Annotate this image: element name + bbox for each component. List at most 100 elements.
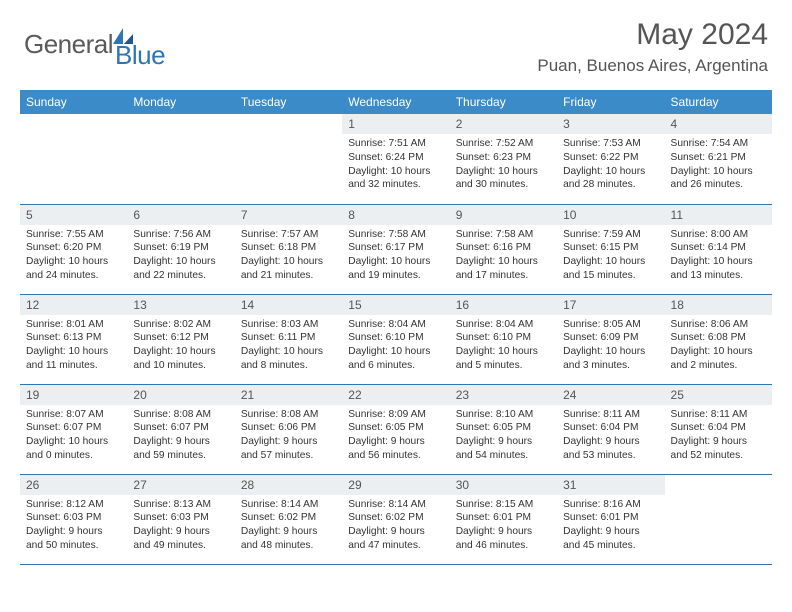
sunrise-text: Sunrise: 8:12 AM bbox=[26, 498, 121, 512]
sunrise-text: Sunrise: 7:57 AM bbox=[241, 228, 336, 242]
day-content: Sunrise: 7:54 AMSunset: 6:21 PMDaylight:… bbox=[665, 134, 772, 196]
calendar-day-cell: 20Sunrise: 8:08 AMSunset: 6:07 PMDayligh… bbox=[127, 384, 234, 474]
daylight-text: Daylight: 10 hours and 13 minutes. bbox=[671, 255, 766, 283]
day-number: 22 bbox=[342, 385, 449, 405]
calendar-day-cell: 12Sunrise: 8:01 AMSunset: 6:13 PMDayligh… bbox=[20, 294, 127, 384]
sunset-text: Sunset: 6:13 PM bbox=[26, 331, 121, 345]
location: Puan, Buenos Aires, Argentina bbox=[537, 56, 768, 76]
day-number: 8 bbox=[342, 205, 449, 225]
daylight-text: Daylight: 9 hours and 52 minutes. bbox=[671, 435, 766, 463]
calendar-day-cell: 5Sunrise: 7:55 AMSunset: 6:20 PMDaylight… bbox=[20, 204, 127, 294]
day-number: 19 bbox=[20, 385, 127, 405]
sunset-text: Sunset: 6:06 PM bbox=[241, 421, 336, 435]
header: General Blue May 2024 Puan, Buenos Aires… bbox=[0, 0, 792, 82]
calendar-day-cell: 31Sunrise: 8:16 AMSunset: 6:01 PMDayligh… bbox=[557, 474, 664, 564]
daylight-text: Daylight: 9 hours and 46 minutes. bbox=[456, 525, 551, 553]
calendar-day-cell: 22Sunrise: 8:09 AMSunset: 6:05 PMDayligh… bbox=[342, 384, 449, 474]
calendar-week-row: 1Sunrise: 7:51 AMSunset: 6:24 PMDaylight… bbox=[20, 114, 772, 204]
sunrise-text: Sunrise: 8:05 AM bbox=[563, 318, 658, 332]
sunset-text: Sunset: 6:21 PM bbox=[671, 151, 766, 165]
day-number bbox=[235, 114, 342, 132]
calendar-day-cell bbox=[665, 474, 772, 564]
sunset-text: Sunset: 6:07 PM bbox=[133, 421, 228, 435]
day-content: Sunrise: 8:03 AMSunset: 6:11 PMDaylight:… bbox=[235, 315, 342, 377]
sunset-text: Sunset: 6:22 PM bbox=[563, 151, 658, 165]
calendar-week-row: 26Sunrise: 8:12 AMSunset: 6:03 PMDayligh… bbox=[20, 474, 772, 564]
day-content: Sunrise: 8:08 AMSunset: 6:06 PMDaylight:… bbox=[235, 405, 342, 467]
calendar-day-cell bbox=[235, 114, 342, 204]
day-content: Sunrise: 8:08 AMSunset: 6:07 PMDaylight:… bbox=[127, 405, 234, 467]
daylight-text: Daylight: 10 hours and 6 minutes. bbox=[348, 345, 443, 373]
daylight-text: Daylight: 9 hours and 57 minutes. bbox=[241, 435, 336, 463]
day-number: 24 bbox=[557, 385, 664, 405]
calendar-day-cell: 16Sunrise: 8:04 AMSunset: 6:10 PMDayligh… bbox=[450, 294, 557, 384]
day-number: 26 bbox=[20, 475, 127, 495]
day-number: 5 bbox=[20, 205, 127, 225]
logo-text-blue: Blue bbox=[115, 40, 165, 71]
day-number: 20 bbox=[127, 385, 234, 405]
calendar-day-cell: 24Sunrise: 8:11 AMSunset: 6:04 PMDayligh… bbox=[557, 384, 664, 474]
day-number: 31 bbox=[557, 475, 664, 495]
calendar-day-cell: 10Sunrise: 7:59 AMSunset: 6:15 PMDayligh… bbox=[557, 204, 664, 294]
calendar-day-cell: 28Sunrise: 8:14 AMSunset: 6:02 PMDayligh… bbox=[235, 474, 342, 564]
day-content: Sunrise: 8:00 AMSunset: 6:14 PMDaylight:… bbox=[665, 225, 772, 287]
day-number: 3 bbox=[557, 114, 664, 134]
sunrise-text: Sunrise: 7:54 AM bbox=[671, 137, 766, 151]
logo-text-general: General bbox=[24, 29, 113, 60]
weekday-header: Thursday bbox=[450, 90, 557, 114]
sunrise-text: Sunrise: 8:14 AM bbox=[241, 498, 336, 512]
day-content: Sunrise: 8:04 AMSunset: 6:10 PMDaylight:… bbox=[450, 315, 557, 377]
sunset-text: Sunset: 6:01 PM bbox=[563, 511, 658, 525]
sunset-text: Sunset: 6:07 PM bbox=[26, 421, 121, 435]
day-content: Sunrise: 8:16 AMSunset: 6:01 PMDaylight:… bbox=[557, 495, 664, 557]
weekday-header: Sunday bbox=[20, 90, 127, 114]
daylight-text: Daylight: 9 hours and 49 minutes. bbox=[133, 525, 228, 553]
daylight-text: Daylight: 9 hours and 50 minutes. bbox=[26, 525, 121, 553]
sunrise-text: Sunrise: 8:16 AM bbox=[563, 498, 658, 512]
day-number: 10 bbox=[557, 205, 664, 225]
calendar-day-cell: 23Sunrise: 8:10 AMSunset: 6:05 PMDayligh… bbox=[450, 384, 557, 474]
calendar-day-cell: 2Sunrise: 7:52 AMSunset: 6:23 PMDaylight… bbox=[450, 114, 557, 204]
daylight-text: Daylight: 10 hours and 8 minutes. bbox=[241, 345, 336, 373]
day-number: 17 bbox=[557, 295, 664, 315]
daylight-text: Daylight: 10 hours and 11 minutes. bbox=[26, 345, 121, 373]
weekday-header: Saturday bbox=[665, 90, 772, 114]
calendar-day-cell: 27Sunrise: 8:13 AMSunset: 6:03 PMDayligh… bbox=[127, 474, 234, 564]
daylight-text: Daylight: 10 hours and 17 minutes. bbox=[456, 255, 551, 283]
sunrise-text: Sunrise: 8:06 AM bbox=[671, 318, 766, 332]
calendar-day-cell: 25Sunrise: 8:11 AMSunset: 6:04 PMDayligh… bbox=[665, 384, 772, 474]
calendar-day-cell: 19Sunrise: 8:07 AMSunset: 6:07 PMDayligh… bbox=[20, 384, 127, 474]
day-number: 29 bbox=[342, 475, 449, 495]
sunset-text: Sunset: 6:01 PM bbox=[456, 511, 551, 525]
daylight-text: Daylight: 10 hours and 30 minutes. bbox=[456, 165, 551, 193]
sunrise-text: Sunrise: 8:08 AM bbox=[241, 408, 336, 422]
weekday-header: Wednesday bbox=[342, 90, 449, 114]
sunset-text: Sunset: 6:19 PM bbox=[133, 241, 228, 255]
day-number bbox=[20, 114, 127, 132]
day-content: Sunrise: 8:13 AMSunset: 6:03 PMDaylight:… bbox=[127, 495, 234, 557]
day-content: Sunrise: 8:14 AMSunset: 6:02 PMDaylight:… bbox=[235, 495, 342, 557]
weekday-header-row: Sunday Monday Tuesday Wednesday Thursday… bbox=[20, 90, 772, 114]
day-number: 18 bbox=[665, 295, 772, 315]
day-number: 4 bbox=[665, 114, 772, 134]
sunset-text: Sunset: 6:18 PM bbox=[241, 241, 336, 255]
day-content: Sunrise: 8:12 AMSunset: 6:03 PMDaylight:… bbox=[20, 495, 127, 557]
weekday-header: Friday bbox=[557, 90, 664, 114]
day-content: Sunrise: 8:11 AMSunset: 6:04 PMDaylight:… bbox=[557, 405, 664, 467]
daylight-text: Daylight: 10 hours and 15 minutes. bbox=[563, 255, 658, 283]
weekday-header: Monday bbox=[127, 90, 234, 114]
sunrise-text: Sunrise: 8:14 AM bbox=[348, 498, 443, 512]
day-number: 23 bbox=[450, 385, 557, 405]
day-number: 1 bbox=[342, 114, 449, 134]
day-content: Sunrise: 8:15 AMSunset: 6:01 PMDaylight:… bbox=[450, 495, 557, 557]
sunrise-text: Sunrise: 8:04 AM bbox=[456, 318, 551, 332]
daylight-text: Daylight: 10 hours and 26 minutes. bbox=[671, 165, 766, 193]
day-number: 7 bbox=[235, 205, 342, 225]
daylight-text: Daylight: 10 hours and 2 minutes. bbox=[671, 345, 766, 373]
sunrise-text: Sunrise: 8:02 AM bbox=[133, 318, 228, 332]
sunset-text: Sunset: 6:23 PM bbox=[456, 151, 551, 165]
sunrise-text: Sunrise: 8:10 AM bbox=[456, 408, 551, 422]
sunset-text: Sunset: 6:02 PM bbox=[241, 511, 336, 525]
sunset-text: Sunset: 6:05 PM bbox=[456, 421, 551, 435]
day-number: 16 bbox=[450, 295, 557, 315]
